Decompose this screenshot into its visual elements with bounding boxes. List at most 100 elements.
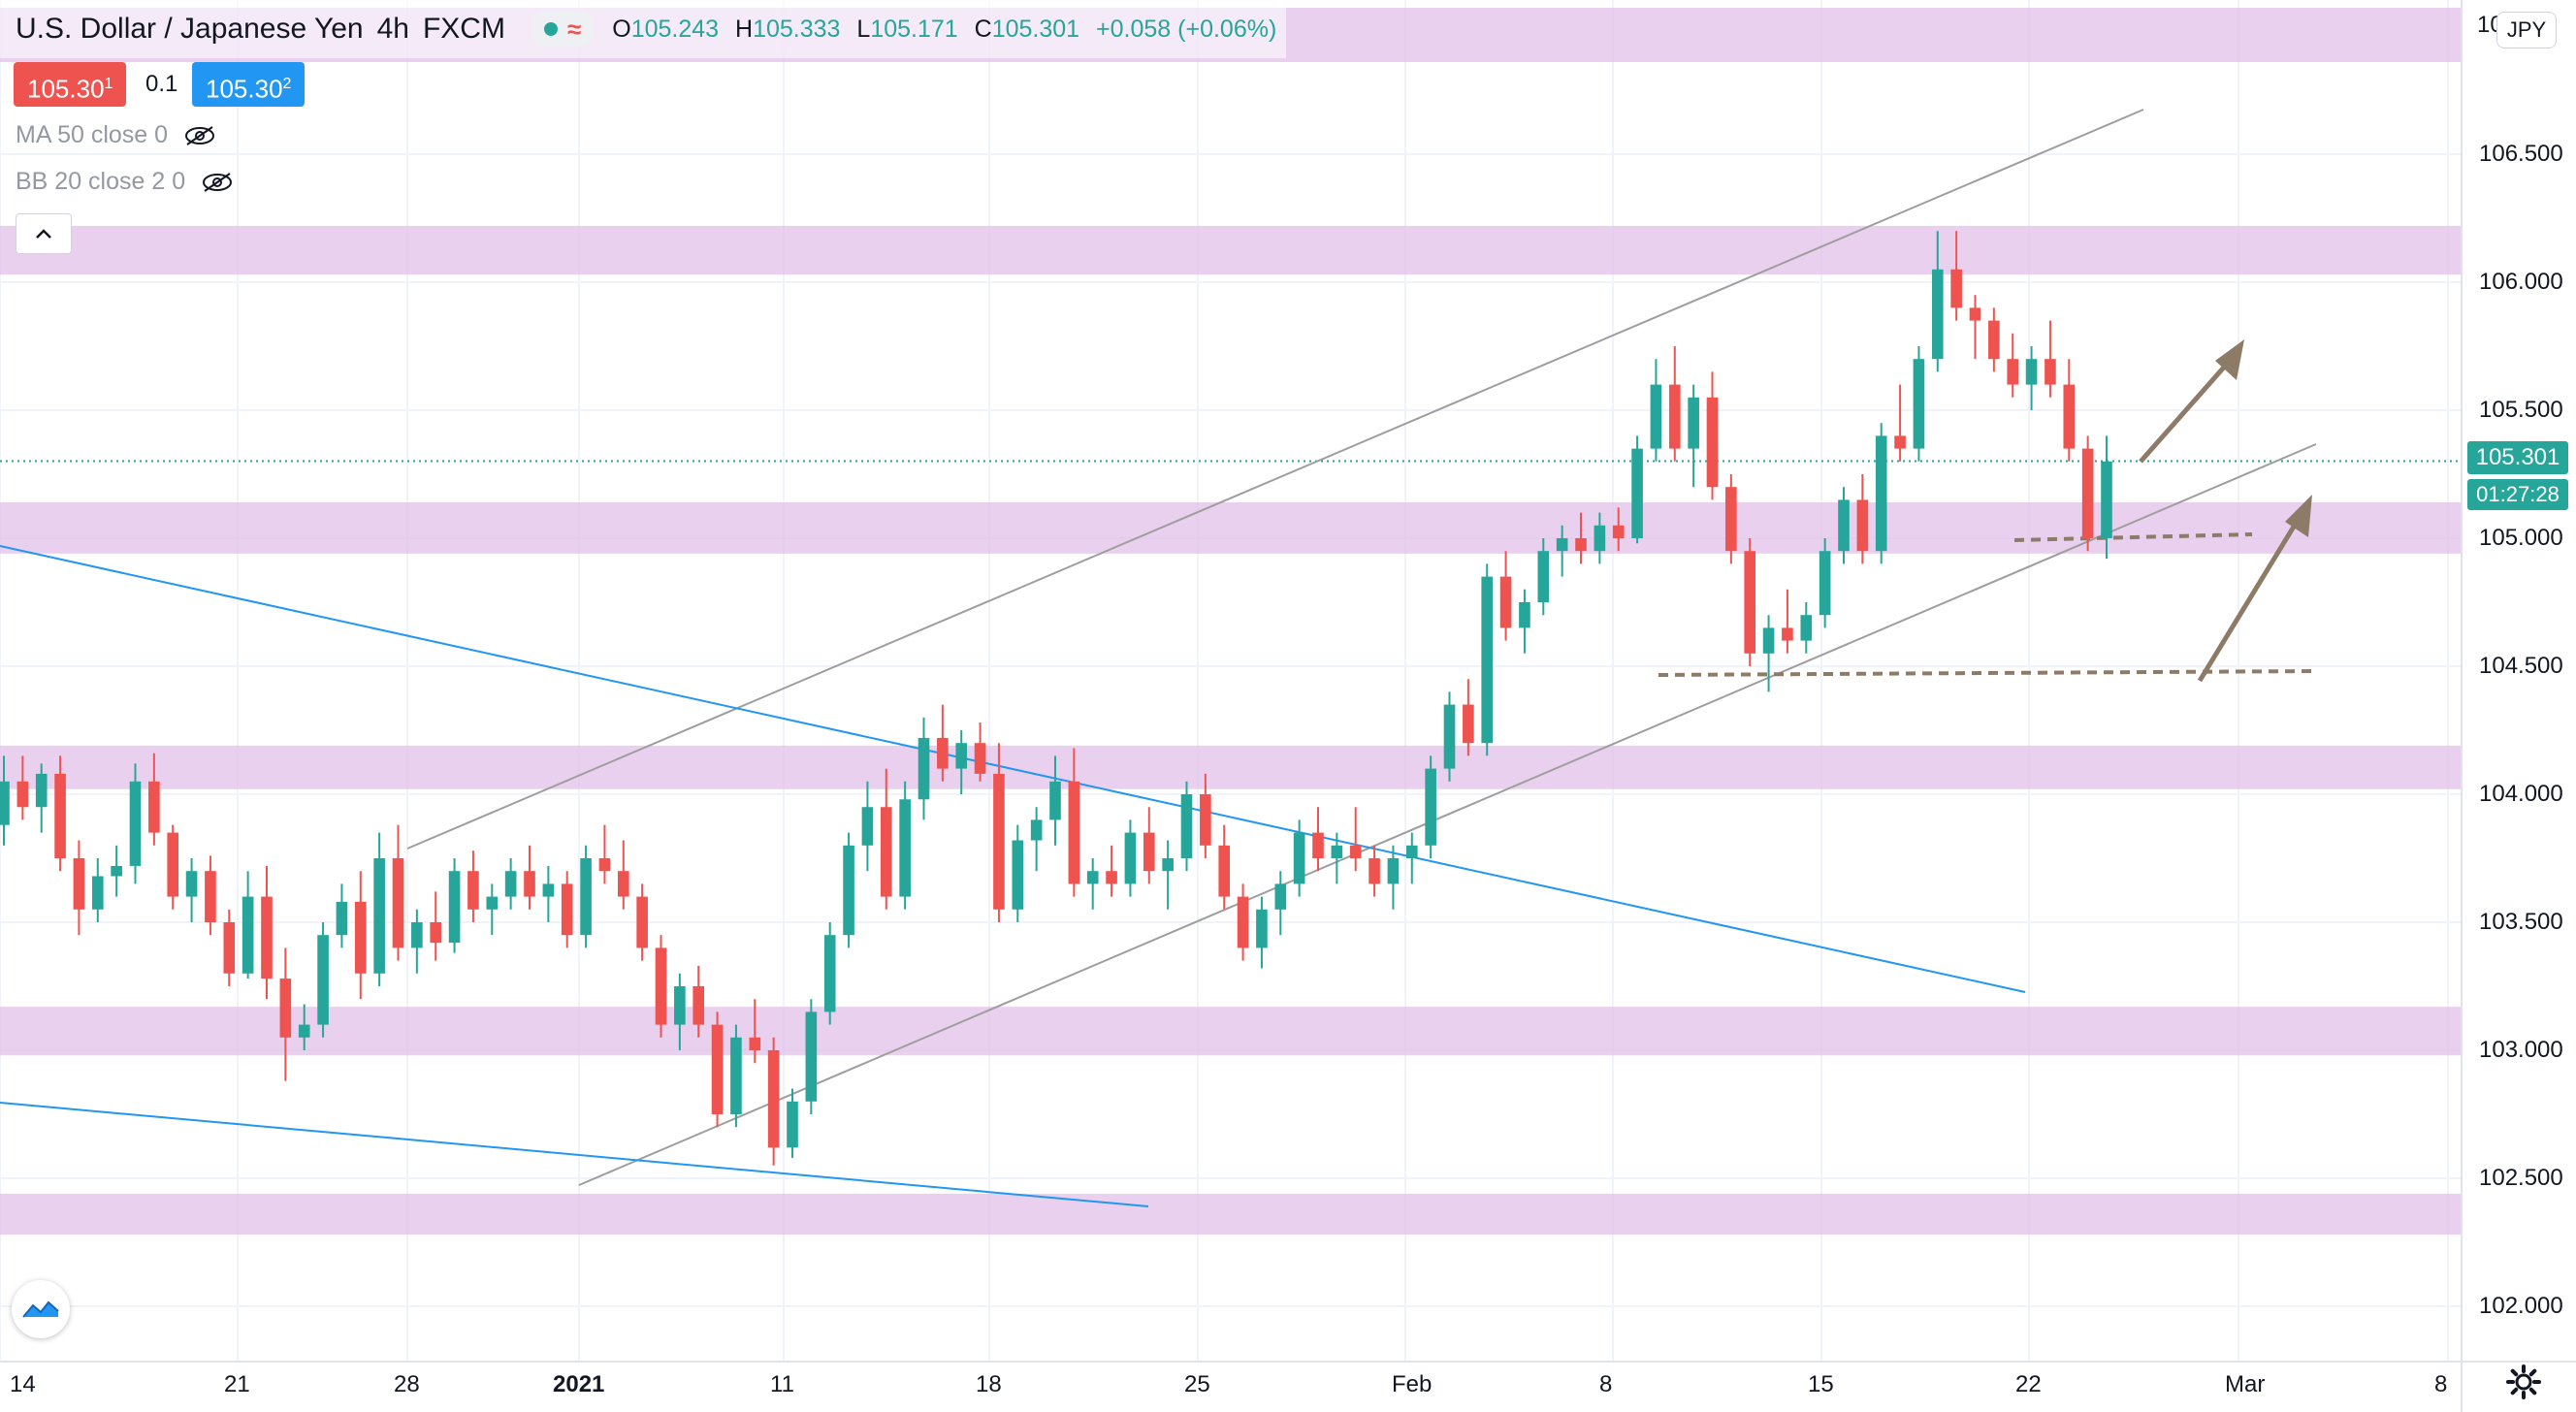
candle-body [1519,602,1530,628]
candle-body [1293,832,1305,884]
symbol-legend: U.S. Dollar / Japanese Yen 4h FXCM ≈ O10… [0,0,1287,58]
candle [2025,346,2038,410]
candle [1481,563,1494,756]
candle-body [223,922,236,974]
sell-button[interactable]: 105.301 [14,62,127,107]
settings-gear-icon[interactable] [2504,1363,2543,1401]
projection-arrow-lower[interactable] [2197,520,2300,683]
candle [711,1011,724,1128]
candle-body [1782,627,1793,641]
candle-body [1969,307,1981,321]
support-dashed-line-upper[interactable] [2013,532,2253,542]
candle-body [486,896,499,910]
candle [655,935,667,1038]
price-tick-label: 106.500 [2479,141,2563,167]
zone-band [0,745,2462,789]
candle-body [1218,845,1231,897]
candle [298,1004,310,1050]
candle-body [674,986,686,1025]
descending-trendline-lower[interactable] [0,1102,1149,1207]
candle [373,832,385,986]
candle-body [1499,576,1512,628]
candle [261,865,273,1000]
collapse-indicators-button[interactable] [16,213,72,254]
candle-body [711,1024,724,1114]
candle-body [336,901,348,936]
low-value: 105.171 [870,15,958,43]
eye-off-icon[interactable] [183,125,216,146]
candle-body [73,858,85,910]
candle-body [167,832,179,897]
channel-lower-line[interactable] [578,443,2317,1186]
candle [148,753,160,846]
price-tick-label: 102.500 [2479,1165,2563,1191]
candle [1782,589,1793,654]
candle [561,871,573,948]
candle-body [524,871,535,897]
market-status-pill[interactable]: ≈ [531,11,594,48]
current-price-badge: 105.301 [2467,441,2568,474]
candle [1106,845,1117,897]
candle [1443,691,1456,782]
candle [1049,755,1061,846]
trend-drawings[interactable] [0,109,2317,1207]
tradingview-logo-icon[interactable] [12,1280,70,1338]
candle-body [1200,794,1211,846]
candle [1838,487,1850,564]
indicator-ma[interactable]: MA 50 close 0 [16,121,216,149]
candle-body [2063,384,2076,449]
candle-body [1650,384,1662,449]
candle [805,999,818,1114]
support-dashed-line-lower[interactable] [1658,669,2317,677]
candle [1030,807,1043,872]
descending-trendline-upper[interactable] [0,545,2026,993]
candle [674,973,686,1050]
candle-body [580,858,592,936]
candle [937,704,949,782]
candle [1894,384,1906,462]
eye-off-icon[interactable] [201,172,234,193]
candle-body [843,845,854,936]
candle-body [1575,538,1587,552]
market-open-dot-icon [543,22,558,36]
candle [1950,231,1962,321]
data-stream-icon: ≈ [566,14,582,44]
candle-body [823,935,836,1012]
candle-body [1950,269,1962,308]
candle-body [993,773,1005,910]
time-tick-label: 14 [10,1371,36,1397]
candle [1725,474,1737,564]
candle [2007,333,2019,398]
candle [1180,781,1193,872]
candle [880,768,892,910]
time-tick-label: Mar [2225,1371,2266,1397]
candle [636,883,648,961]
candle-body [636,896,648,948]
candle-body [598,858,611,872]
candle [1875,423,1887,564]
candle [279,947,292,1081]
candle [1368,845,1380,897]
currency-button[interactable]: JPY [2496,12,2557,48]
candle-body [1425,768,1436,846]
candle [411,909,423,974]
interval-label[interactable]: 4h [376,13,409,45]
candle-body [1706,397,1719,488]
projection-arrow-upper[interactable] [2139,360,2231,464]
candle [336,883,348,948]
candle [1162,840,1174,910]
candle-body [1931,269,1944,360]
buy-button[interactable]: 105.302 [192,62,306,107]
candle [1913,346,1925,462]
candle-body [861,807,874,846]
indicator-bb[interactable]: BB 20 close 2 0 [16,168,234,196]
chart-grid [0,0,2462,1362]
candle-body [448,871,461,944]
candle [223,909,236,986]
candle [1425,755,1436,858]
channel-upper-line[interactable] [406,109,2144,850]
candle-body [2007,359,2019,385]
symbol-name[interactable]: U.S. Dollar / Japanese Yen [16,13,364,45]
exchange-label: FXCM [422,13,505,45]
